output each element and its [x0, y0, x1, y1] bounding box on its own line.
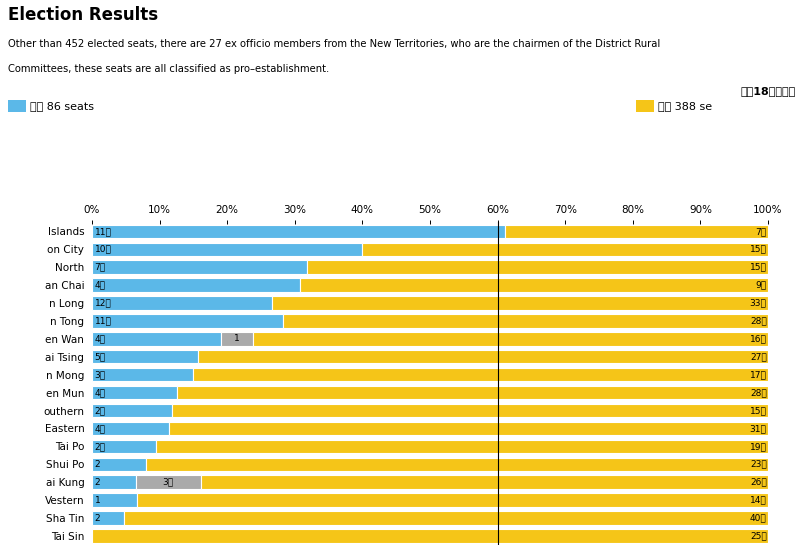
Text: 23席: 23席: [750, 460, 766, 469]
Text: 7席: 7席: [755, 227, 766, 236]
Bar: [92, 242, 362, 256]
Text: 4席: 4席: [94, 388, 106, 397]
Bar: [92, 421, 170, 435]
Bar: [307, 260, 768, 274]
Bar: [92, 279, 300, 292]
Text: 2席: 2席: [94, 442, 106, 451]
Text: 2: 2: [94, 478, 100, 486]
Text: Committees, these seats are all classified as pro–establishment.: Committees, these seats are all classifi…: [8, 64, 330, 74]
Bar: [505, 225, 768, 238]
Text: 4席: 4席: [94, 334, 106, 344]
Text: 2席: 2席: [94, 406, 106, 415]
Bar: [272, 296, 768, 310]
Bar: [201, 475, 768, 489]
Bar: [92, 529, 768, 543]
Bar: [92, 225, 505, 238]
Text: 10席: 10席: [94, 245, 111, 254]
Text: 28席: 28席: [750, 316, 766, 325]
Text: 11席: 11席: [94, 316, 111, 325]
Bar: [136, 475, 201, 489]
Text: 27席: 27席: [750, 353, 766, 361]
Bar: [92, 350, 198, 364]
Text: 15席: 15席: [750, 406, 766, 415]
Text: 11席: 11席: [94, 227, 111, 236]
Text: 15席: 15席: [750, 245, 766, 254]
Bar: [92, 512, 124, 525]
Text: 5席: 5席: [94, 353, 106, 361]
Bar: [300, 279, 768, 292]
Text: 25席: 25席: [750, 532, 766, 540]
Bar: [171, 404, 768, 417]
Text: 33席: 33席: [750, 299, 766, 307]
Bar: [92, 493, 137, 507]
Bar: [92, 440, 156, 453]
Text: 16席: 16席: [750, 334, 766, 344]
Bar: [92, 296, 272, 310]
Bar: [194, 368, 768, 381]
Bar: [92, 458, 146, 471]
Bar: [221, 332, 253, 346]
Text: 2: 2: [94, 460, 100, 469]
Bar: [92, 368, 194, 381]
Bar: [156, 440, 768, 453]
Text: 1: 1: [94, 495, 101, 505]
Text: 4席: 4席: [94, 424, 106, 433]
Text: 民主18區過半數: 民主18區過半數: [741, 86, 796, 96]
Bar: [362, 242, 768, 256]
Text: 9席: 9席: [755, 281, 766, 290]
Text: 民主 388 se: 民主 388 se: [658, 101, 712, 111]
Bar: [137, 493, 768, 507]
Bar: [92, 332, 221, 346]
Bar: [92, 260, 307, 274]
Bar: [146, 458, 768, 471]
Text: 31席: 31席: [750, 424, 766, 433]
Text: 26席: 26席: [750, 478, 766, 486]
Bar: [92, 404, 171, 417]
Bar: [253, 332, 768, 346]
Bar: [92, 314, 282, 327]
Bar: [177, 386, 768, 399]
Bar: [198, 350, 768, 364]
Text: 14席: 14席: [750, 495, 766, 505]
Text: Election Results: Election Results: [8, 6, 158, 23]
Bar: [282, 314, 768, 327]
Bar: [92, 475, 136, 489]
Bar: [124, 512, 768, 525]
Bar: [92, 386, 177, 399]
Text: 4席: 4席: [94, 281, 106, 290]
Text: 建制 86 seats: 建制 86 seats: [30, 101, 94, 111]
Text: 1: 1: [234, 334, 240, 344]
Text: 17席: 17席: [750, 370, 766, 379]
Text: 15席: 15席: [750, 262, 766, 272]
Text: 3席: 3席: [162, 478, 174, 486]
Text: 19席: 19席: [750, 442, 766, 451]
Text: 28席: 28席: [750, 388, 766, 397]
Text: 12席: 12席: [94, 299, 111, 307]
Text: Other than 452 elected seats, there are 27 ex officio members from the New Terri: Other than 452 elected seats, there are …: [8, 39, 660, 49]
Text: 7席: 7席: [94, 262, 106, 272]
Text: 40席: 40席: [750, 514, 766, 523]
Text: 3席: 3席: [94, 370, 106, 379]
Text: 2: 2: [94, 514, 100, 523]
Bar: [170, 421, 768, 435]
